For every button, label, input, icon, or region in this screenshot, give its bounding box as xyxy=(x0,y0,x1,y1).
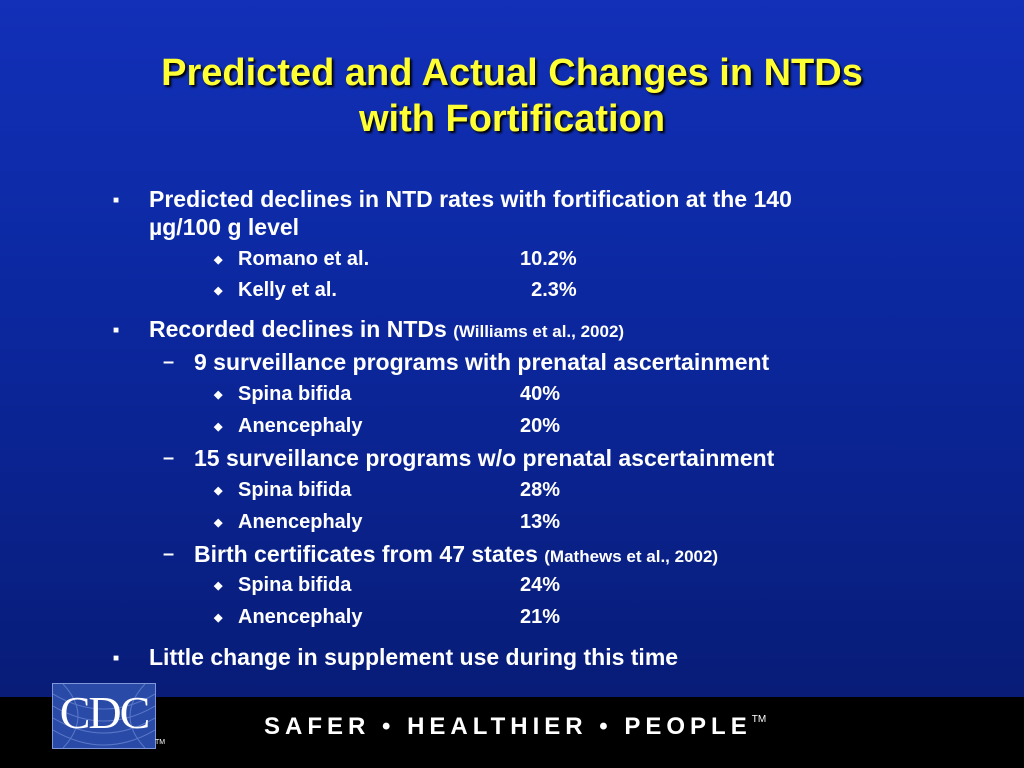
title-line-2: with Fortification xyxy=(358,98,666,140)
surveillance-group-label: 15 surveillance programs w/o prenatal as… xyxy=(194,445,775,471)
cdc-logo-text: CDC xyxy=(59,687,151,738)
defect-value: 20% xyxy=(520,415,561,437)
study-name: Kelly et al. xyxy=(238,279,337,301)
square-bullet-icon: ■ xyxy=(113,195,120,206)
study-value: 2.3% xyxy=(520,276,577,304)
defect-name: Spina bifida xyxy=(238,479,352,501)
mathews-citation: (Mathews et al., 2002) xyxy=(544,547,719,566)
tagline-trademark: TM xyxy=(751,714,767,725)
diamond-bullet-icon: ◆ xyxy=(214,254,223,266)
square-bullet-icon: ■ xyxy=(113,325,120,336)
williams-citation: (Williams et al., 2002) xyxy=(453,322,625,341)
diamond-bullet-icon: ◆ xyxy=(214,612,223,624)
logo-pattern-icon xyxy=(53,684,155,748)
defect-value: 40% xyxy=(520,383,561,405)
dash-bullet-icon: – xyxy=(163,351,175,373)
square-bullet-icon: ■ xyxy=(113,653,120,664)
dash-bullet-icon: – xyxy=(163,543,175,565)
defect-name: Anencephaly xyxy=(238,415,363,437)
defect-name: Spina bifida xyxy=(238,574,352,596)
surveillance-group-label: Birth certificates from 47 states xyxy=(194,541,538,567)
predicted-declines-text-cont: µg/100 g level xyxy=(149,214,300,240)
defect-name: Anencephaly xyxy=(238,606,363,628)
defect-name: Anencephaly xyxy=(238,511,363,533)
tagline-text: SAFER • HEALTHIER • PEOPLE xyxy=(264,713,752,740)
logo-trademark: TM xyxy=(155,739,166,746)
tagline: SAFER • HEALTHIER • PEOPLETM xyxy=(264,713,766,741)
study-name: Romano et al. xyxy=(238,248,370,270)
diamond-bullet-icon: ◆ xyxy=(214,517,223,529)
diamond-bullet-icon: ◆ xyxy=(214,485,223,497)
diamond-bullet-icon: ◆ xyxy=(214,421,223,433)
defect-name: Spina bifida xyxy=(238,383,352,405)
diamond-bullet-icon: ◆ xyxy=(214,389,223,401)
defect-value: 28% xyxy=(520,479,561,501)
diamond-bullet-icon: ◆ xyxy=(214,285,223,297)
predicted-declines-text: Predicted declines in NTD rates with for… xyxy=(149,186,792,212)
defect-value: 13% xyxy=(520,511,561,533)
supplement-text: Little change in supplement use during t… xyxy=(149,644,679,670)
title-line-1: Predicted and Actual Changes in NTDs xyxy=(161,52,863,94)
cdc-logo: CDC xyxy=(52,683,156,749)
defect-value: 21% xyxy=(520,606,561,628)
recorded-declines-text: Recorded declines in NTDs xyxy=(149,316,447,342)
birth-certificates-line: Birth certificates from 47 states (Mathe… xyxy=(194,540,718,571)
dash-bullet-icon: – xyxy=(163,447,175,469)
footer-bar xyxy=(0,697,1024,768)
recorded-declines-line: Recorded declines in NTDs (Williams et a… xyxy=(149,315,624,346)
study-value-number: 2.3% xyxy=(531,279,577,301)
diamond-bullet-icon: ◆ xyxy=(214,580,223,592)
slide-title: Predicted and Actual Changes in NTDs wit… xyxy=(0,50,1024,142)
study-value: 10.2% xyxy=(520,248,577,270)
surveillance-group-label: 9 surveillance programs with prenatal as… xyxy=(194,349,770,375)
defect-value: 24% xyxy=(520,574,561,596)
